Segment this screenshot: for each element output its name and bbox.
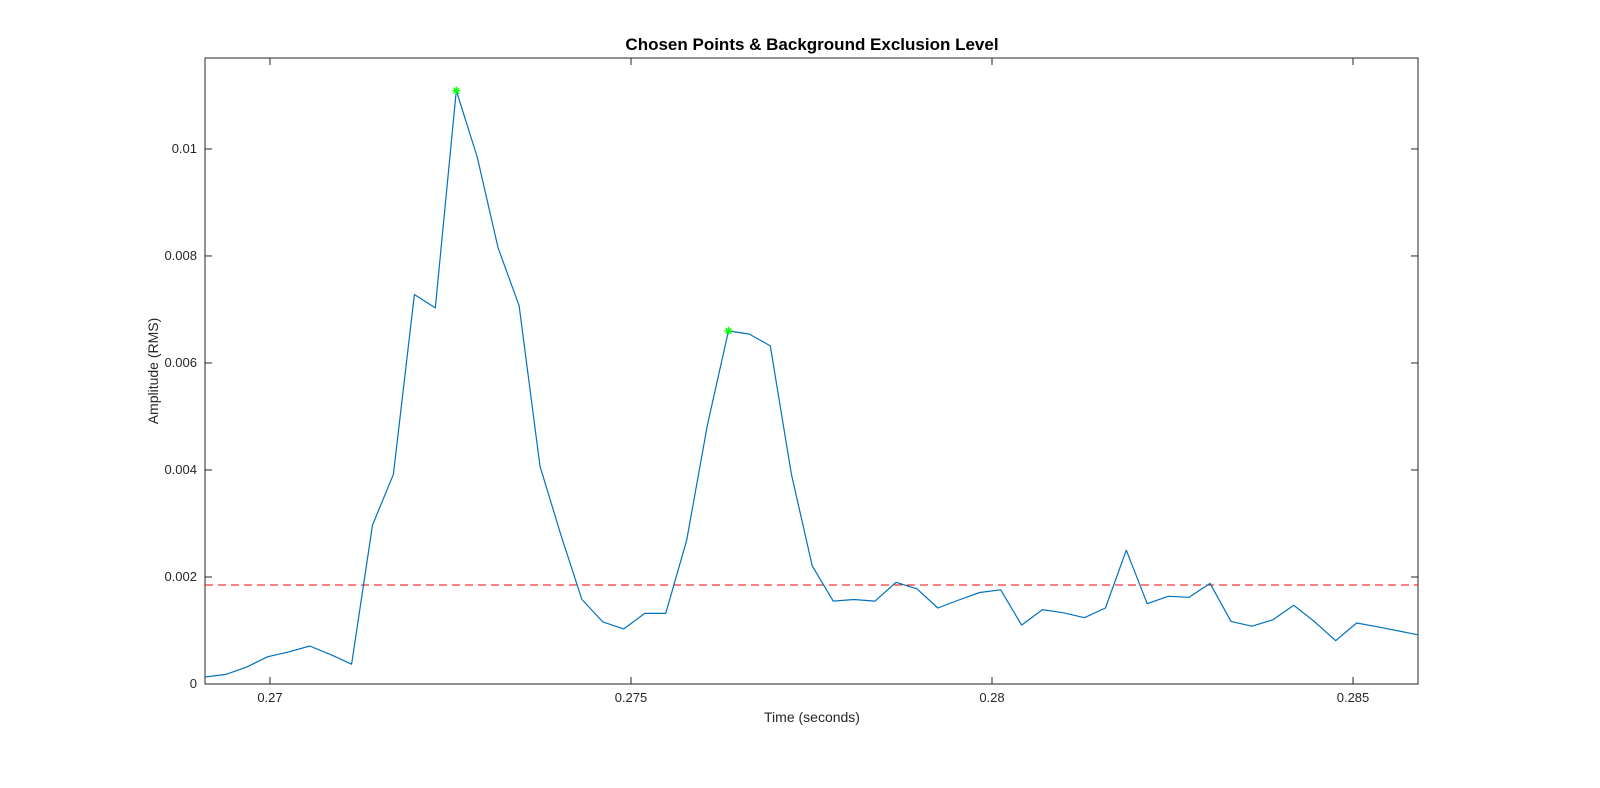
- x-tick-label: 0.28: [979, 690, 1004, 705]
- x-tick-label: 0.275: [615, 690, 648, 705]
- peak-marker-stroke: [453, 87, 460, 94]
- y-tick-label: 0.002: [164, 569, 197, 584]
- series-line: [205, 89, 1418, 678]
- peak-marker-stroke: [725, 327, 732, 335]
- y-tick-label: 0.006: [164, 355, 197, 370]
- y-tick-label: 0.004: [164, 462, 197, 477]
- axis-ticks: 0.27 0.275 0.28 0.285 0 0.002 0.004 0.006 0.008 0…: [164, 58, 1418, 705]
- x-axis-label: Time (seconds): [764, 709, 860, 725]
- y-tick-label: 0.01: [172, 141, 197, 156]
- data-series: [205, 86, 1418, 678]
- chart-title: Chosen Points & Background Exclusion Lev…: [625, 35, 998, 54]
- plot-frame: [204, 57, 1419, 685]
- peak-marker: [724, 326, 733, 335]
- plot-area: [204, 57, 1419, 685]
- y-tick-label: 0: [190, 676, 197, 691]
- y-tick-label: 0.008: [164, 248, 197, 263]
- peak-marker: [452, 86, 461, 95]
- y-axis-label: Amplitude (RMS): [145, 318, 161, 425]
- x-tick-label: 0.27: [257, 690, 282, 705]
- x-tick-label: 0.285: [1337, 690, 1370, 705]
